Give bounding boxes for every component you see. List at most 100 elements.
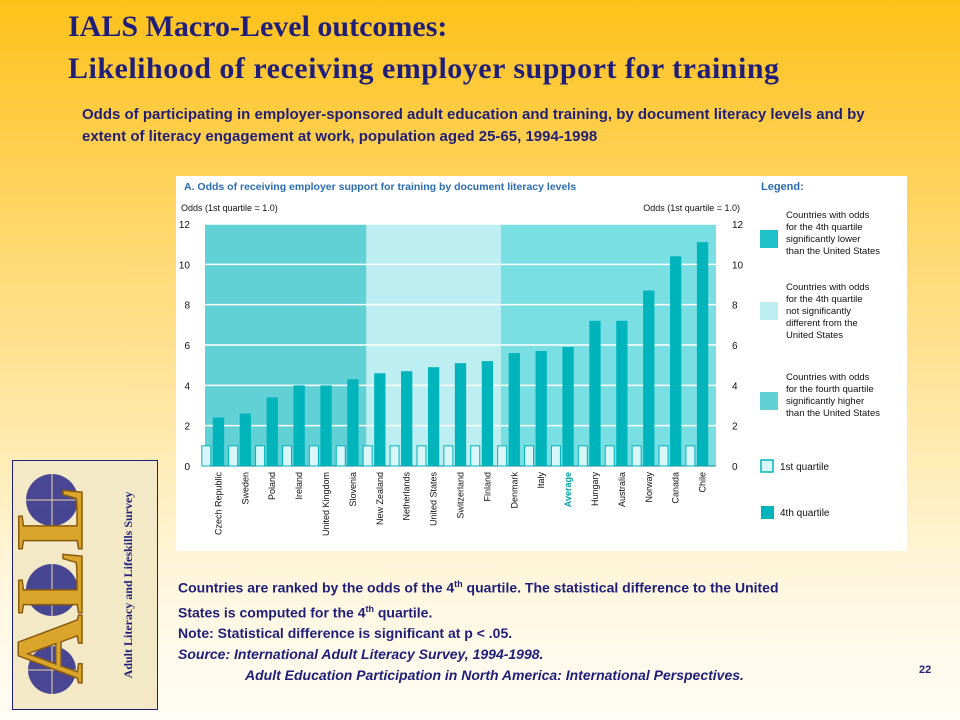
bar-4th-quartile (320, 385, 332, 466)
x-category-label: Chile (698, 472, 708, 493)
bar-4th-quartile (239, 413, 251, 466)
bar-1st-quartile (281, 445, 292, 467)
legend-swatch-1st-quartile (760, 459, 774, 473)
y-tick-label-right: 12 (732, 220, 744, 231)
bar-1st-quartile (577, 445, 588, 467)
bar-1st-quartile (201, 445, 212, 467)
x-category-label: Denmark (509, 472, 519, 509)
bar-4th-quartile (293, 385, 305, 466)
bar-1st-quartile (389, 445, 400, 467)
source-line-1: Source: International Adult Literacy Sur… (178, 646, 544, 663)
x-category-label: Poland (267, 472, 277, 500)
legend-label-4th-quartile: 4th quartile (780, 508, 830, 519)
slide-subtitle: Odds of participating in employer-sponso… (82, 106, 865, 145)
legend-label-region-2: United States (786, 330, 843, 341)
legend-label-1st-quartile: 1st quartile (780, 462, 829, 473)
x-category-label: Sweden (240, 472, 250, 505)
y-tick-label-left: 12 (179, 220, 191, 231)
bar-4th-quartile (696, 242, 709, 466)
svg-text:Adult Literacy and Lifeskills: Adult Literacy and Lifeskills Survey (121, 492, 135, 679)
bar-1st-quartile (308, 445, 319, 467)
x-category-label: Finland (482, 472, 492, 502)
x-category-label: Average (563, 472, 573, 507)
legend-swatch-region-3 (760, 392, 778, 410)
y-tick-label-left: 6 (184, 341, 190, 352)
bar-4th-quartile (347, 379, 359, 466)
y-tick-label-right: 0 (732, 462, 738, 473)
legend-label-region-1: significantly lower (786, 234, 860, 245)
bar-1st-quartile (335, 445, 346, 467)
bar-1st-quartile (362, 445, 373, 467)
bar-4th-quartile (374, 373, 386, 466)
x-category-label: Ireland (294, 472, 304, 500)
page-number: 22 (919, 664, 932, 676)
odds-bar-chart: A. Odds of receiving employer support fo… (176, 176, 907, 551)
bar-4th-quartile (643, 290, 655, 466)
x-category-label: Netherlands (402, 472, 412, 521)
bar-1st-quartile (255, 445, 266, 467)
bar-1st-quartile (524, 445, 535, 467)
legend-swatch-region-2 (760, 302, 778, 320)
bar-4th-quartile (266, 397, 278, 466)
bar-4th-quartile (535, 351, 547, 466)
bar-1st-quartile (685, 445, 696, 467)
y-tick-label-right: 10 (732, 260, 744, 271)
source-line-2: Adult Education Participation in North A… (245, 667, 744, 684)
chart-title: A. Odds of receiving employer support fo… (184, 181, 576, 193)
y-tick-label-left: 0 (184, 462, 190, 473)
note-line-1: Countries are ranked by the odds of the … (178, 579, 779, 596)
x-category-label: Australia (617, 472, 627, 507)
y-tick-label-left: 10 (179, 260, 191, 271)
bar-1st-quartile (631, 445, 642, 467)
x-category-label: United Kingdom (321, 472, 331, 536)
bar-1st-quartile (470, 445, 481, 467)
note-line-2: States is computed for the 4th quartile. (178, 603, 433, 621)
y-tick-label-left: 2 (184, 422, 190, 433)
svg-text:ALL: ALL (12, 486, 103, 683)
bar-4th-quartile (454, 363, 467, 466)
legend-swatch-region-1 (760, 230, 778, 248)
legend-label-region-2: not significantly (786, 306, 851, 317)
x-category-label: Switzerland (456, 472, 466, 519)
legend-label-region-3: for the fourth quartile (786, 384, 874, 395)
y-tick-label-right: 6 (732, 341, 738, 352)
legend-label-region-2: for the 4th quartile (786, 294, 863, 305)
y-axis-label-right: Odds (1st quartile = 1.0) (643, 203, 740, 213)
legend-swatch-4th-quartile (761, 506, 774, 519)
x-category-label: United States (429, 472, 439, 527)
y-tick-label-right: 8 (732, 301, 738, 312)
legend-title: Legend: (761, 181, 804, 193)
bar-4th-quartile (562, 347, 574, 466)
x-category-label: Italy (536, 472, 546, 489)
legend-label-region-1: for the 4th quartile (786, 222, 863, 233)
legend-label-region-2: Countries with odds (786, 282, 870, 293)
bar-4th-quartile (508, 353, 520, 466)
bar-1st-quartile (658, 445, 669, 467)
bar-4th-quartile (401, 371, 413, 466)
bar-4th-quartile (616, 320, 628, 466)
legend-label-region-2: different from the (786, 318, 858, 329)
bar-4th-quartile (212, 417, 225, 466)
chart-panel: A. Odds of receiving employer support fo… (176, 176, 907, 551)
x-category-label: Norway (644, 472, 654, 503)
bar-1st-quartile (604, 445, 615, 467)
bar-1st-quartile (550, 445, 561, 467)
bar-1st-quartile (416, 445, 427, 467)
x-category-label: Czech Republic (213, 472, 223, 536)
bar-1st-quartile (497, 445, 508, 467)
y-tick-label-left: 8 (184, 301, 190, 312)
legend-label-region-1: than the United States (786, 246, 880, 257)
x-category-label: Canada (671, 472, 681, 504)
x-category-label: New Zealand (375, 472, 385, 525)
bar-4th-quartile (427, 367, 440, 466)
bar-1st-quartile (228, 445, 239, 467)
bar-1st-quartile (443, 445, 454, 467)
y-tick-label-right: 2 (732, 422, 738, 433)
legend-label-region-3: than the United States (786, 408, 880, 419)
y-axis-label-left: Odds (1st quartile = 1.0) (181, 203, 278, 213)
slide-title-line1: IALS Macro-Level outcomes: (68, 10, 448, 43)
x-category-label: Hungary (590, 472, 600, 507)
note-significance: Note: Statistical difference is signific… (178, 625, 513, 642)
bar-4th-quartile (670, 256, 682, 466)
x-category-label: Slovenia (348, 472, 358, 507)
